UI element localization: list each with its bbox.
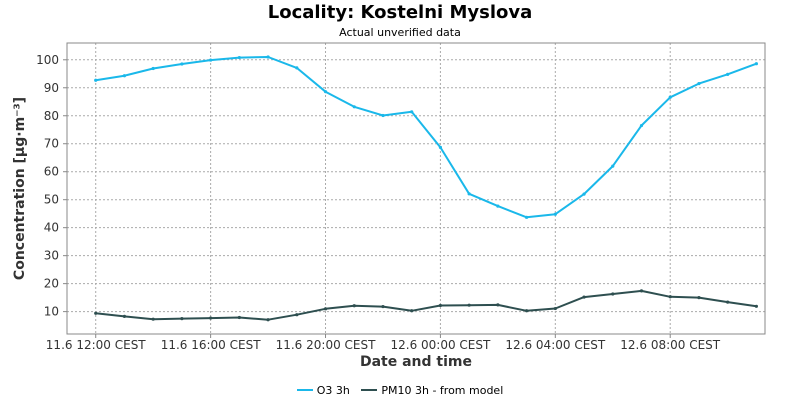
data-point xyxy=(209,58,213,62)
data-point xyxy=(381,113,385,118)
y-tick-label: 30 xyxy=(44,249,59,263)
data-point xyxy=(726,300,730,304)
x-tick-label: 11.6 16:00 CEST xyxy=(161,338,262,352)
data-point xyxy=(496,303,500,307)
data-point xyxy=(151,317,155,321)
x-axis-label: Date and time xyxy=(360,354,472,370)
data-point xyxy=(611,164,615,168)
data-point xyxy=(639,123,644,128)
plot-area xyxy=(67,43,765,334)
data-point xyxy=(496,204,500,208)
y-tick-label: 60 xyxy=(44,165,59,179)
data-point xyxy=(582,295,586,299)
data-point xyxy=(668,295,672,299)
data-point xyxy=(295,313,299,317)
data-point xyxy=(94,78,98,82)
data-point xyxy=(438,145,443,149)
chart-title: Locality: Kostelni Myslova xyxy=(267,2,533,23)
data-point xyxy=(438,303,443,308)
data-point xyxy=(467,303,471,307)
data-point xyxy=(697,81,701,86)
legend-item-o3: O3 3h xyxy=(296,383,350,397)
x-tick-label: 12.6 08:00 CEST xyxy=(620,338,721,352)
data-point xyxy=(209,316,213,320)
data-point xyxy=(754,62,758,66)
y-axis-label: Concentration [µg·m⁻³] xyxy=(12,97,28,280)
data-point xyxy=(611,292,615,296)
plot-border xyxy=(66,42,766,335)
data-point xyxy=(410,309,414,313)
data-point xyxy=(381,304,385,309)
data-point xyxy=(266,318,270,322)
data-point xyxy=(352,304,356,308)
data-point xyxy=(180,62,184,66)
data-point xyxy=(180,317,184,321)
data-point xyxy=(352,105,356,109)
series-line-pm10 xyxy=(95,289,757,321)
data-point xyxy=(697,296,701,300)
data-point xyxy=(467,192,471,196)
data-point xyxy=(639,289,644,293)
y-tick-label: 10 xyxy=(44,305,59,319)
y-tick-label: 80 xyxy=(44,109,59,123)
data-point xyxy=(323,307,328,311)
data-point xyxy=(295,66,299,70)
y-tick-label: 100 xyxy=(36,53,59,67)
legend-swatch-pm10 xyxy=(361,389,378,391)
y-tick-label: 50 xyxy=(44,193,59,207)
series-line-o3 xyxy=(95,56,757,219)
data-point xyxy=(553,306,557,311)
legend: O3 3h PM10 3h - from model xyxy=(0,381,800,397)
data-point xyxy=(237,315,241,320)
data-point xyxy=(237,55,241,60)
data-point xyxy=(553,212,557,216)
x-tick-label: 12.6 04:00 CEST xyxy=(505,338,606,352)
y-tick-label: 90 xyxy=(44,81,59,95)
data-point xyxy=(410,110,414,114)
data-point xyxy=(524,309,529,313)
x-tick-label: 11.6 12:00 CEST xyxy=(46,338,147,352)
data-point xyxy=(668,95,672,99)
x-tick-label: 12.6 00:00 CEST xyxy=(390,338,491,352)
data-point xyxy=(122,314,127,318)
chart-subtitle: Actual unverified data xyxy=(339,26,461,39)
data-point xyxy=(94,311,98,315)
data-point xyxy=(754,304,758,308)
data-point xyxy=(726,72,730,76)
data-point xyxy=(122,74,127,78)
data-point xyxy=(524,215,529,219)
legend-label-pm10: PM10 3h - from model xyxy=(381,383,504,397)
data-point xyxy=(151,66,155,71)
y-tick-label: 20 xyxy=(44,277,59,291)
y-tick-label: 70 xyxy=(44,137,59,151)
legend-swatch-o3 xyxy=(296,389,313,391)
data-point xyxy=(266,55,270,59)
data-point xyxy=(582,192,586,196)
y-tick-label: 40 xyxy=(44,221,59,235)
data-point xyxy=(323,90,328,94)
legend-label-o3: O3 3h xyxy=(316,383,350,397)
legend-item-pm10: PM10 3h - from model xyxy=(361,384,503,397)
x-tick-label: 11.6 20:00 CEST xyxy=(276,338,377,352)
